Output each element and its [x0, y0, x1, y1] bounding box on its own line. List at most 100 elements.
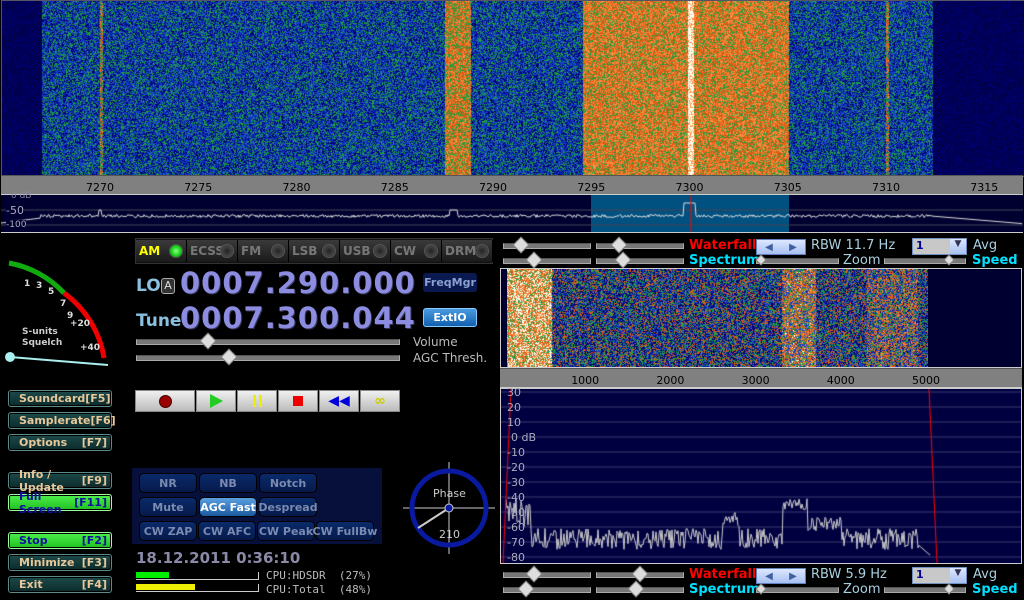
smeter-red-arc [62, 290, 107, 359]
waterfall-slider-1[interactable] [503, 236, 591, 254]
chevron-right-icon[interactable]: ▶ [789, 241, 797, 253]
audio-db-label: -80 [507, 551, 525, 564]
speed-slider[interactable] [884, 254, 966, 266]
smeter-label-sunits: S-units [22, 327, 58, 337]
spectrum-slider-2[interactable] [596, 251, 684, 269]
audio-db-label: -60 [507, 521, 525, 534]
waterfall-slider-2[interactable] [596, 565, 684, 583]
loop-button[interactable]: ∞ [360, 390, 400, 412]
mode-button-drm[interactable]: DRM [442, 240, 493, 262]
pause-button[interactable] [237, 390, 277, 412]
main-spectrum[interactable]: 0 dB -50 -100 [1, 191, 1023, 233]
play-button[interactable] [196, 390, 236, 412]
zoom-slider[interactable] [755, 583, 839, 595]
side-button-soundcard[interactable]: Soundcard [F5] [8, 390, 112, 407]
chevron-down-icon[interactable]: ▼ [950, 568, 966, 583]
mode-button-lsb[interactable]: LSB [289, 240, 340, 262]
dsp-button-cw-afc[interactable]: CW AFC [199, 522, 255, 540]
chevron-right-icon[interactable]: ▶ [789, 570, 797, 582]
smeter-green-arc [8, 260, 66, 295]
dsp-button-notch[interactable]: Notch [260, 474, 316, 492]
squelch-knob[interactable] [5, 352, 15, 362]
side-button-full-screen[interactable]: Full Screen [F11] [8, 490, 112, 516]
chevron-down-icon[interactable]: ▼ [950, 239, 966, 254]
slider-knob[interactable] [525, 251, 543, 269]
freqmgr-button[interactable]: FreqMgr [423, 273, 477, 292]
slider-knob[interactable] [942, 583, 955, 595]
rbw-stepper[interactable]: ◀ ▶ [756, 568, 806, 584]
audio-frequency-axis[interactable]: 1000 2000 3000 4000 5000 [500, 368, 1022, 388]
spectrum-slider-1[interactable] [503, 251, 591, 269]
dsp-button-despread[interactable]: Despread [258, 498, 318, 516]
squelch-slider[interactable] [9, 356, 109, 366]
audio-tick-label: 1000 [571, 374, 600, 387]
lo-label: LO [136, 276, 161, 296]
volume-knob[interactable] [199, 332, 217, 350]
side-button-samplerate[interactable]: Samplerate [F6] [8, 412, 116, 429]
dsp-button-cw-fullbw[interactable]: CW FullBw [313, 522, 377, 540]
agc-threshold-slider[interactable] [136, 348, 400, 366]
cpu-hdsdr-text: CPU:HDSDR (27%) [266, 569, 372, 582]
agc-knob[interactable] [220, 348, 238, 366]
slider-knob[interactable] [627, 580, 645, 598]
slider-knob[interactable] [610, 236, 627, 254]
slider-knob[interactable] [755, 254, 768, 266]
slider-knob[interactable] [631, 565, 649, 583]
waterfall-slider-1[interactable] [503, 565, 591, 583]
lo-lock-badge[interactable]: A [161, 278, 175, 294]
mode-label: FM [241, 244, 262, 258]
slider-knob[interactable] [942, 254, 955, 266]
speed-slider[interactable] [884, 583, 966, 595]
avg-select[interactable]: 1 ▼ [912, 238, 967, 255]
play-icon [209, 394, 223, 408]
datetime: 18.12.2011 0:36:10 [136, 549, 301, 567]
mode-button-cw[interactable]: CW [391, 240, 442, 262]
side-button-minimize[interactable]: Minimize [F3] [8, 554, 112, 571]
mode-button-ecss[interactable]: ECSS [187, 240, 238, 262]
audio-tick-label: 5000 [912, 374, 940, 387]
button-label: Minimize [19, 556, 75, 569]
dsp-button-cw-peak[interactable]: CW Peak [258, 522, 314, 540]
side-button-options[interactable]: Options [F7] [8, 434, 112, 451]
smeter-scale-label: 1 [24, 279, 30, 289]
mode-led-icon [322, 244, 336, 258]
slider-knob[interactable] [614, 251, 632, 269]
slider-knob[interactable] [755, 583, 768, 595]
rewind-button[interactable]: ◀◀ [319, 390, 359, 412]
side-button-stop[interactable]: Stop [F2] [8, 532, 112, 549]
audio-db-label: -50 [507, 506, 525, 519]
rbw-stepper[interactable]: ◀ ▶ [756, 239, 806, 255]
extio-button[interactable]: ExtIO [423, 308, 477, 327]
spectrum-slider-2[interactable] [596, 580, 684, 598]
main-frequency-axis[interactable]: 7270 7275 7280 7285 7290 7295 7300 7305 7310 7315 [1, 175, 1023, 195]
stop-button[interactable] [278, 390, 318, 412]
tune-frequency[interactable]: 0007.300.044 [180, 301, 416, 335]
dsp-button-cw-zap[interactable]: CW ZAP [140, 522, 196, 540]
record-button[interactable] [135, 390, 195, 412]
stop-icon [293, 396, 303, 406]
mode-button-fm[interactable]: FM [238, 240, 289, 262]
side-button-info-update[interactable]: Info / Update [F9] [8, 468, 112, 494]
button-shortcut: [F9] [81, 474, 107, 487]
audio-waterfall[interactable] [507, 269, 928, 367]
mode-button-am[interactable]: AM [136, 240, 187, 262]
dsp-button-agc-fast[interactable]: AGC Fast [200, 498, 256, 516]
waterfall-slider-2[interactable] [596, 236, 684, 254]
mode-button-usb[interactable]: USB [340, 240, 391, 262]
volume-slider[interactable] [136, 332, 400, 350]
slider-knob[interactable] [517, 580, 534, 598]
dsp-button-nb[interactable]: NB [200, 474, 256, 492]
lo-frequency[interactable]: 0007.290.000 [180, 266, 416, 300]
avg-select[interactable]: 1 ▼ [912, 567, 967, 584]
spectrum-slider-1[interactable] [503, 580, 591, 598]
chevron-left-icon[interactable]: ◀ [765, 570, 773, 582]
dsp-button-mute[interactable]: Mute [140, 498, 196, 516]
slider-knob[interactable] [512, 236, 530, 254]
main-waterfall[interactable] [1, 0, 1024, 177]
waterfall-label: Waterfall [689, 238, 757, 253]
zoom-slider[interactable] [755, 254, 839, 266]
side-button-exit[interactable]: Exit [F4] [8, 576, 112, 593]
dsp-button-nr[interactable]: NR [140, 474, 196, 492]
slider-knob[interactable] [525, 565, 543, 583]
chevron-left-icon[interactable]: ◀ [765, 241, 773, 253]
